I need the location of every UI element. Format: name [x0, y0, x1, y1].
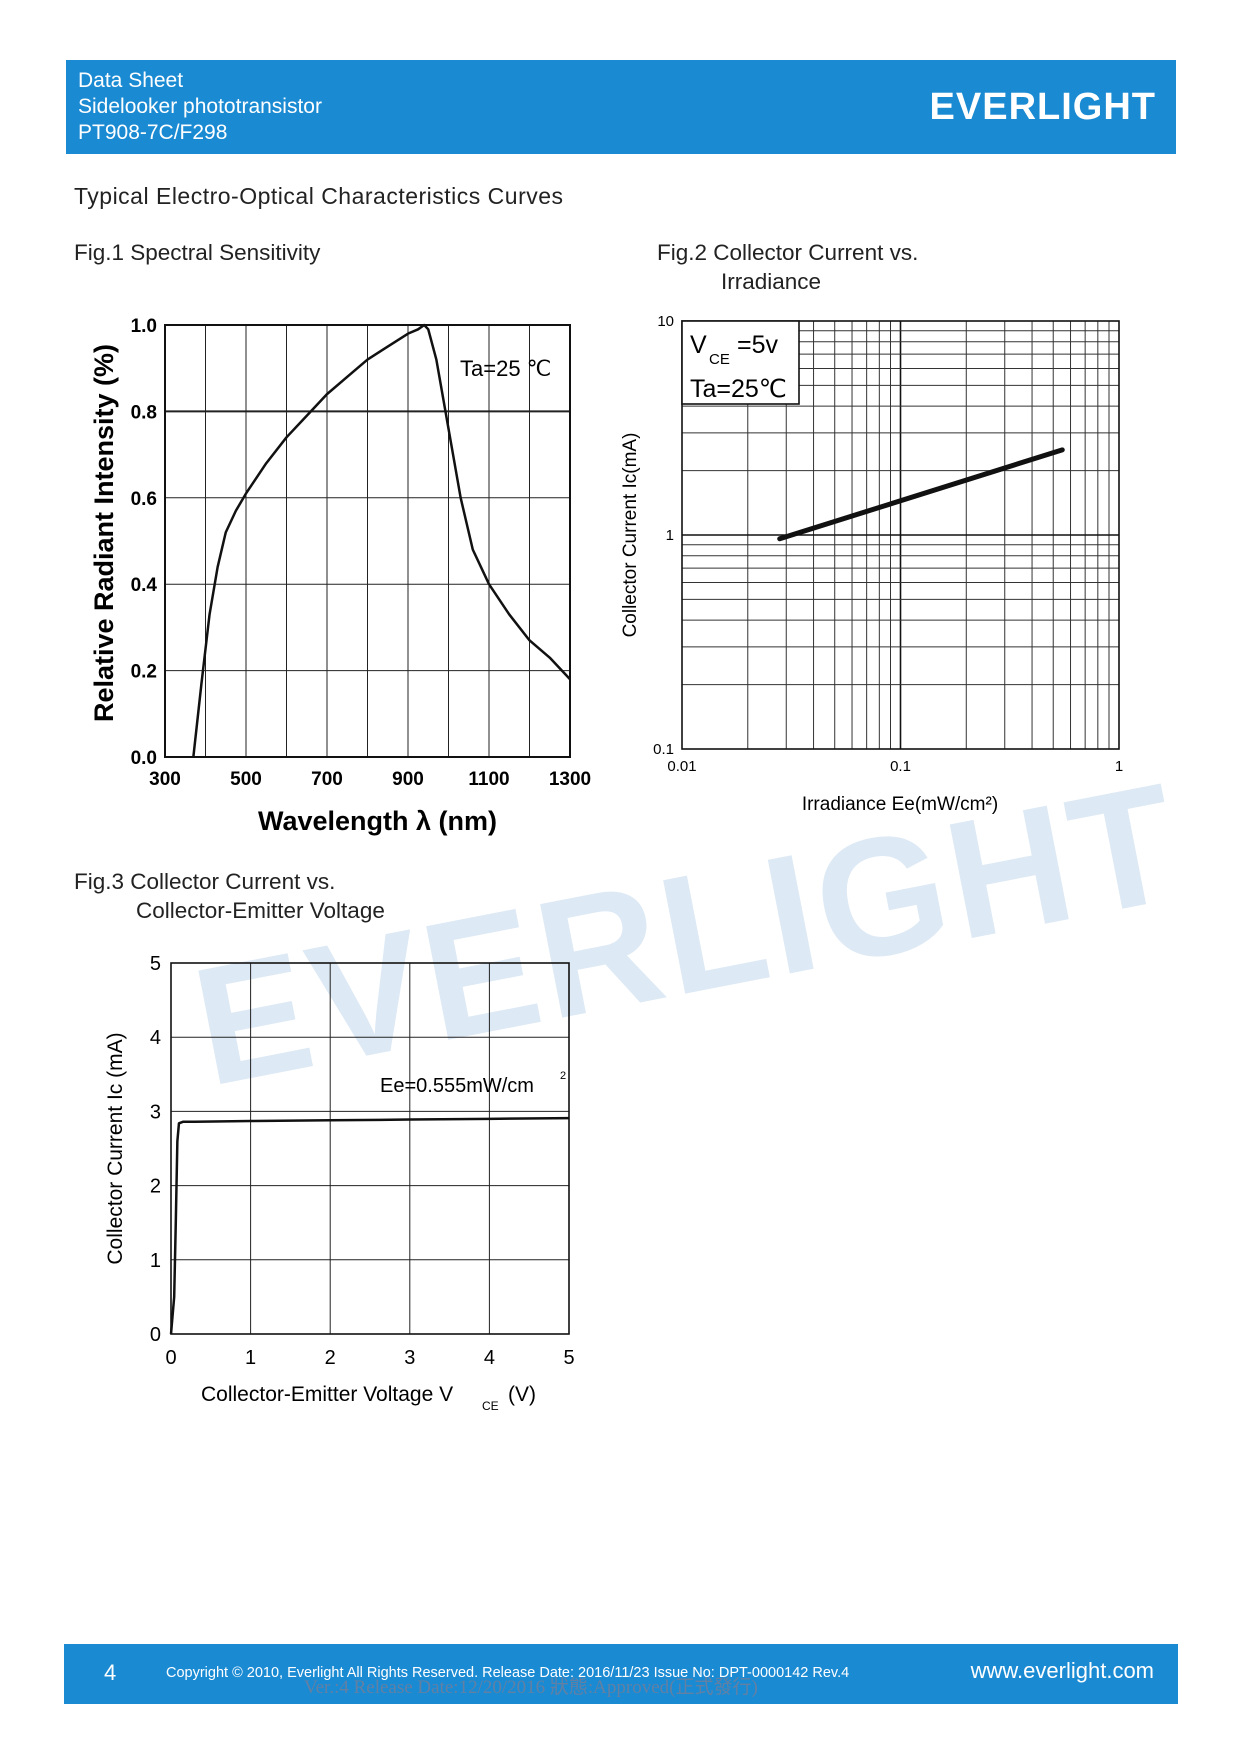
fig3-plot-frame: [170, 962, 570, 1335]
fig2-annotation-ta: Ta=25℃: [690, 375, 787, 403]
fig1-x-tick-label: 300: [149, 769, 181, 790]
fig3-annotation: Ee=0.555mW/cm: [380, 1075, 534, 1097]
fig2-annotation-vce-value: =5v: [737, 331, 779, 359]
fig3-title-line1: Fig.3 Collector Current vs.: [74, 869, 336, 894]
page-number: 4: [104, 1660, 117, 1685]
header-text: Data Sheet Sidelooker phototransistor PT…: [78, 68, 322, 146]
fig1-y-tick-label: 0.4: [131, 575, 158, 596]
fig3-y-tick-label: 4: [150, 1027, 161, 1049]
fig3-y-tick-label: 3: [150, 1101, 161, 1123]
fig3-y-axis-label: Collector Current Ic (mA): [104, 1032, 127, 1264]
fig3-y-tick-label: 2: [150, 1176, 161, 1198]
fig3-y-tick-label: 5: [150, 953, 161, 975]
release-stamp: Ver.:4 Release Date:12/20/2016 狀態:Approv…: [304, 1677, 758, 1698]
fig1-x-tick-label: 700: [311, 769, 343, 790]
fig3-y-tick-label: 1: [150, 1250, 161, 1272]
everlight-logo: EVERLIGHT: [929, 86, 1156, 128]
fig1-y-tick-label: 0.0: [131, 748, 157, 769]
fig3-y-tick-label: 0: [150, 1324, 161, 1346]
fig3-x-axis-unit: (V): [508, 1383, 536, 1406]
fig3-x-tick-label: 1: [245, 1347, 256, 1369]
fig1-y-axis-label: Relative Radiant Intensity (%): [89, 344, 119, 722]
fig2-series-line: [777, 447, 1065, 542]
fig2-x-tick-label: 1: [1115, 758, 1123, 775]
fig2-title-line1: Fig.2 Collector Current vs.: [657, 240, 919, 265]
fig1-annotation: Ta=25 ℃: [460, 356, 551, 381]
website-link[interactable]: www.everlight.com: [970, 1658, 1154, 1683]
fig3-x-tick-label: 5: [563, 1347, 574, 1369]
product-description: Sidelooker phototransistor: [78, 95, 322, 118]
fig3-x-tick-label: 2: [325, 1347, 336, 1369]
copyright-text: Copyright © 2010, Everlight All Rights R…: [166, 1665, 850, 1681]
fig3-title-line2: Collector-Emitter Voltage: [136, 898, 385, 923]
page-header: Data Sheet Sidelooker phototransistor PT…: [66, 60, 1176, 154]
fig1-y-tick-label: 1.0: [131, 316, 157, 337]
doc-type: Data Sheet: [78, 69, 184, 92]
page-footer: 4 Copyright © 2010, Everlight All Rights…: [64, 1644, 1178, 1704]
fig3-series-line: [169, 1116, 570, 1335]
fig2-title: Fig.2 Collector Current vs. Irradiance: [657, 238, 918, 296]
fig3-annotation-superscript: 2: [560, 1070, 566, 1082]
fig1-plot-frame: [164, 324, 571, 758]
fig2-x-tick-label: 0.1: [890, 758, 911, 775]
fig1-title: Fig.1 Spectral Sensitivity: [74, 240, 321, 265]
fig2-x-tick-label: 0.01: [667, 758, 696, 775]
fig2-y-tick-label: 10: [657, 313, 674, 330]
fig2-y-tick-label: 1: [666, 527, 674, 544]
fig3-x-tick-label: 4: [484, 1347, 495, 1369]
fig1-x-axis-label: Wavelength λ (nm): [258, 806, 497, 836]
fig2-y-axis-label: Collector Current Ic(mA): [620, 433, 641, 638]
fig3-x-axis-label: Collector-Emitter Voltage V: [201, 1383, 453, 1406]
fig2-x-axis-label: Irradiance Ee(mW/cm²): [802, 794, 998, 815]
fig3-x-axis-subscript: CE: [482, 1399, 499, 1413]
fig2-title-line2: Irradiance: [721, 269, 822, 294]
section-title: Typical Electro-Optical Characteristics …: [74, 183, 564, 209]
fig1-series-line: [192, 323, 571, 758]
fig1-y-tick-label: 0.6: [131, 489, 157, 510]
fig1-y-tick-label: 0.8: [131, 402, 157, 423]
fig1-x-tick-label: 1100: [468, 769, 509, 790]
fig1-x-tick-label: 500: [230, 769, 262, 790]
fig2-y-tick-label: 0.1: [653, 741, 674, 758]
fig2-annotation-v: V: [690, 331, 707, 359]
fig2-legend-box: [681, 320, 800, 405]
fig1-x-tick-label: 900: [392, 769, 424, 790]
fig3-x-tick-label: 0: [165, 1347, 176, 1369]
part-number: PT908-7C/F298: [78, 121, 228, 144]
fig2-annotation-ce-subscript: CE: [709, 351, 730, 368]
fig3-x-tick-label: 3: [404, 1347, 415, 1369]
fig1-x-tick-label: 1300: [549, 769, 591, 790]
fig1-y-tick-label: 0.2: [131, 662, 157, 683]
fig3-title: Fig.3 Collector Current vs. Collector-Em…: [74, 867, 385, 925]
fig2-plot-frame: [681, 320, 1120, 750]
